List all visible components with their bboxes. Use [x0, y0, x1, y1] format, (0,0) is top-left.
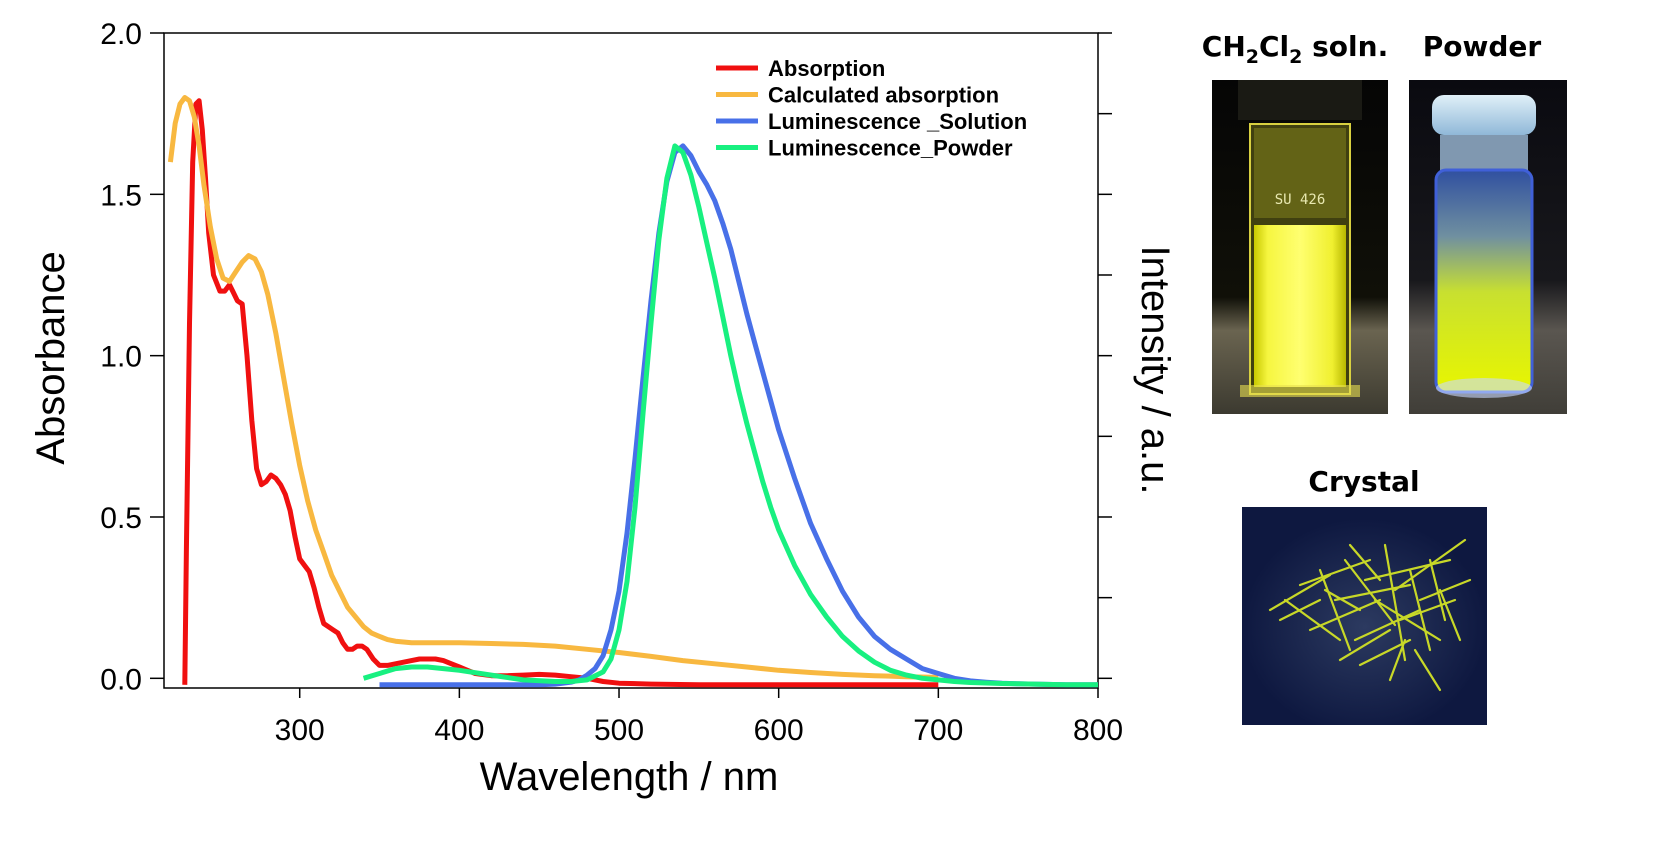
cuvette-marking: SU 426 — [1275, 192, 1326, 208]
crystal-needle — [1343, 558, 1397, 627]
crystal-needle — [1418, 578, 1472, 602]
y-axis-label: Absorbance — [29, 251, 73, 464]
crystal-needle — [1268, 573, 1332, 612]
solution-photo-label: CH2Cl2 soln. — [1202, 30, 1388, 68]
crystal-needle — [1358, 638, 1412, 667]
solution-photo: SU 426 — [1212, 80, 1388, 414]
crystal-needle — [1308, 598, 1382, 632]
crystal-needle — [1363, 558, 1452, 582]
x-axis-label: Wavelength / nm — [480, 755, 779, 799]
crystal-needle — [1338, 628, 1392, 662]
plot-frame — [163, 32, 1099, 689]
crystal-needle — [1388, 638, 1407, 682]
legend-label: Calculated absorption — [768, 83, 999, 108]
powder-photo-label: Powder — [1423, 30, 1542, 63]
crystal-needle — [1438, 588, 1462, 642]
crystal-needle — [1283, 598, 1342, 642]
series-line-1 — [167, 95, 939, 680]
x-tick-label: 600 — [754, 714, 804, 747]
crystal-needle — [1413, 648, 1442, 692]
crystal-needle — [1353, 608, 1422, 642]
y-tick-label: 0.5 — [100, 502, 142, 535]
crystal-needle — [1383, 543, 1407, 662]
crystal-photo-label: Crystal — [1308, 465, 1419, 498]
crystal-needle — [1318, 568, 1352, 652]
crystal-needle — [1373, 598, 1442, 642]
crystal-needle — [1408, 568, 1432, 652]
powder-photo — [1409, 80, 1567, 414]
legend-label: Luminescence_Powder — [768, 136, 1013, 161]
y-tick-label: 1.0 — [100, 341, 142, 374]
x-tick-label: 500 — [594, 714, 644, 747]
y2-axis-label: Intensity / a.u. — [1133, 245, 1177, 494]
x-tick-label: 700 — [913, 714, 963, 747]
crystal-needle — [1428, 558, 1447, 622]
crystal-photo — [1242, 507, 1487, 725]
x-tick-label: 300 — [275, 714, 325, 747]
y-tick-label: 0.0 — [100, 663, 142, 696]
legend-label: Absorption — [768, 56, 885, 81]
crystal-needle — [1393, 538, 1467, 592]
series-line-0 — [182, 98, 939, 688]
crystal-needle — [1348, 543, 1382, 582]
crystal-needle — [1298, 558, 1372, 587]
crystal-needle — [1278, 598, 1322, 622]
x-tick-label: 800 — [1073, 714, 1123, 747]
x-tick-label: 400 — [434, 714, 484, 747]
legend-label: Luminescence _Solution — [768, 109, 1027, 134]
y-tick-label: 2.0 — [100, 18, 142, 51]
crystal-needle — [1323, 588, 1362, 612]
y-tick-label: 1.5 — [100, 179, 142, 212]
series-line-3 — [362, 143, 1098, 688]
series-line-2 — [379, 143, 1098, 688]
